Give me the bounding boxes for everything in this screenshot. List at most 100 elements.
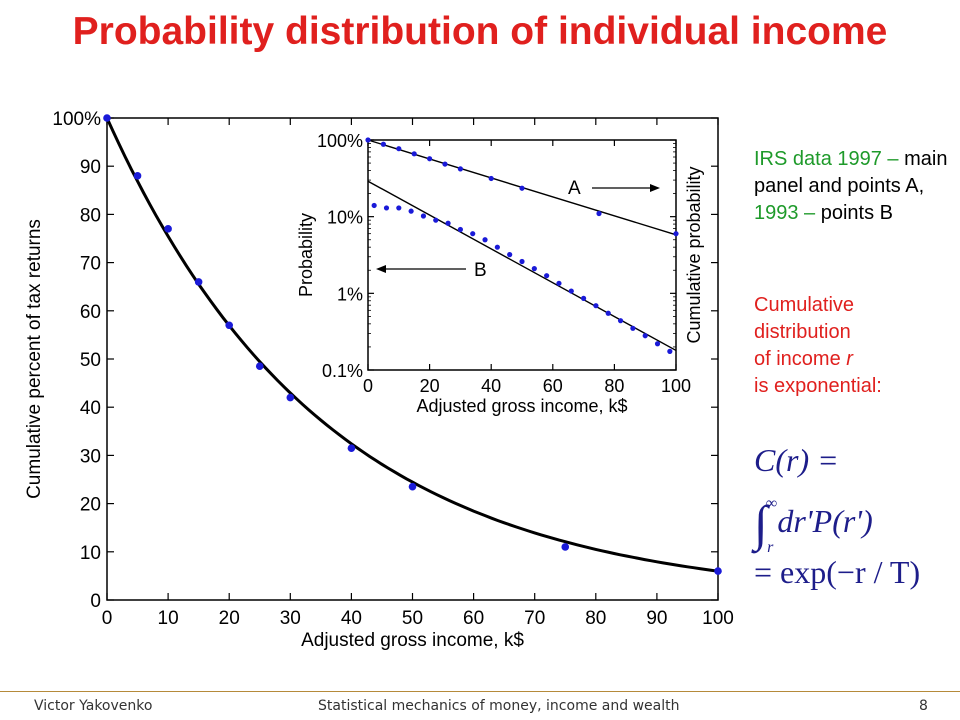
- annotation-b: B: [474, 260, 487, 281]
- inset-point-b: [544, 273, 550, 279]
- inset-point-b: [581, 295, 587, 301]
- data-point: [103, 114, 111, 122]
- inset-point-b: [568, 288, 574, 294]
- cumulative-note-line3: of income: [754, 348, 841, 370]
- data-point: [714, 567, 722, 575]
- data-point: [408, 482, 417, 491]
- inset-point-b: [433, 217, 439, 223]
- annotation-a-arrowhead: [650, 184, 660, 192]
- footer-divider: [0, 691, 960, 692]
- cumulative-note-line1: Cumulative: [754, 294, 855, 316]
- inset-point-b: [667, 348, 673, 354]
- data-point: [255, 362, 264, 371]
- inset-x-axis-label: Adjusted gross income, k$: [416, 396, 627, 416]
- annotation-a: A: [568, 178, 581, 199]
- data-point: [164, 225, 172, 233]
- data-point: [225, 321, 233, 330]
- integrand: dr'P(r'): [777, 503, 873, 539]
- inset-point-b: [457, 226, 463, 233]
- inset-point-b: [494, 244, 500, 250]
- inset-point-b: [420, 213, 427, 219]
- inset-y-tick-label: 100%: [317, 131, 363, 151]
- inset-point-b: [630, 325, 636, 331]
- x-tick-label: 80: [585, 608, 606, 629]
- y-tick-label: 40: [80, 398, 101, 419]
- y-tick-label: 100%: [52, 109, 101, 130]
- footer-talk-title: Statistical mechanics of money, income a…: [318, 698, 680, 714]
- inset-point-b: [371, 202, 377, 209]
- inset-point-b: [470, 231, 476, 237]
- data-point: [286, 393, 295, 402]
- y-tick-label: 70: [80, 254, 101, 275]
- inset-frame: [367, 139, 677, 371]
- inset-y-axis-label-right: Cumulative probability: [684, 166, 704, 343]
- inset-y-tick-label: 0.1%: [322, 361, 363, 381]
- footer-author: Victor Yakovenko: [34, 698, 153, 714]
- y-tick-label: 60: [80, 302, 101, 323]
- inset-point-b: [507, 252, 513, 258]
- x-tick-label: 60: [463, 608, 484, 629]
- integral-sign: ∫: [754, 495, 768, 551]
- x-tick-label: 70: [524, 608, 545, 629]
- slide-title: Probability distribution of individual i…: [72, 10, 888, 53]
- cumulative-note-var: r: [846, 348, 853, 370]
- irs-note-part1: IRS data 1997 –: [754, 148, 899, 170]
- integral-lower: r: [767, 539, 774, 556]
- inset-point-a: [442, 161, 448, 167]
- inset-point-a: [380, 141, 386, 147]
- data-point: [133, 172, 142, 180]
- x-tick-label: 40: [341, 608, 362, 629]
- x-tick-label: 0: [102, 608, 113, 629]
- inset-x-tick-label: 100: [661, 376, 691, 396]
- inset-fit-line-b-fit: [367, 180, 677, 352]
- y-tick-label: 20: [80, 495, 101, 516]
- y-tick-label: 50: [80, 350, 101, 371]
- formula-integral: ∫∞ rdr'P(r'): [754, 494, 873, 557]
- formula-rhs: = exp(−r / T): [754, 554, 921, 590]
- inset-x-tick-label: 20: [420, 376, 440, 396]
- irs-note-part4: points B: [820, 202, 893, 224]
- inset-point-a: [427, 156, 433, 162]
- inset-point-b: [556, 280, 562, 286]
- exponential-fit-line: [105, 117, 719, 573]
- inset-point-b: [408, 208, 414, 214]
- x-tick-label: 30: [280, 608, 301, 629]
- formula-lhs: C(r) =: [754, 442, 839, 478]
- cumulative-note: Cumulative distribution of income r is e…: [754, 292, 960, 400]
- x-tick-label: 50: [402, 608, 423, 629]
- inset-y-axis-label: Probability: [296, 213, 316, 297]
- inset-point-b: [519, 258, 525, 265]
- data-point: [194, 278, 203, 286]
- inset-point-b: [396, 205, 402, 211]
- y-tick-label: 0: [90, 591, 101, 612]
- irs-note-part3: 1993 –: [754, 202, 816, 224]
- y-tick-label: 10: [80, 543, 101, 564]
- inset-point-b: [593, 303, 599, 309]
- inset-plot: 0 20 40 60 80 100 0.1% 1% 10% 100% Adjusted gross …: [296, 131, 704, 416]
- inset-point-b: [383, 205, 390, 211]
- inset-point-a: [365, 137, 371, 143]
- inset-y-tick-label: 1%: [337, 284, 363, 304]
- inset-point-b: [482, 237, 488, 243]
- integral-upper: ∞: [765, 495, 778, 512]
- inset-point-a: [673, 231, 679, 237]
- inset-point-b: [605, 310, 611, 316]
- inset-x-tick-label: 60: [543, 376, 563, 396]
- inset-point-b: [445, 220, 451, 226]
- inset-point-a: [519, 185, 525, 191]
- footer-page-number: 8: [919, 698, 928, 714]
- x-axis-label: Adjusted gross income, k$: [301, 630, 524, 651]
- inset-point-b: [654, 341, 661, 347]
- inset-point-b: [531, 266, 537, 272]
- y-axis-label: Cumulative percent of tax returns: [24, 219, 45, 499]
- cumulative-note-line2: distribution: [754, 321, 851, 343]
- data-point: [347, 444, 356, 452]
- inset-x-tick-label: 80: [604, 376, 624, 396]
- inset-x-tick-label: 40: [481, 376, 501, 396]
- inset-point-a: [457, 166, 463, 172]
- x-tick-label: 10: [158, 608, 179, 629]
- x-tick-label: 20: [219, 608, 240, 629]
- inset-x-tick-label: 0: [363, 376, 373, 396]
- x-tick-label: 100: [702, 608, 734, 629]
